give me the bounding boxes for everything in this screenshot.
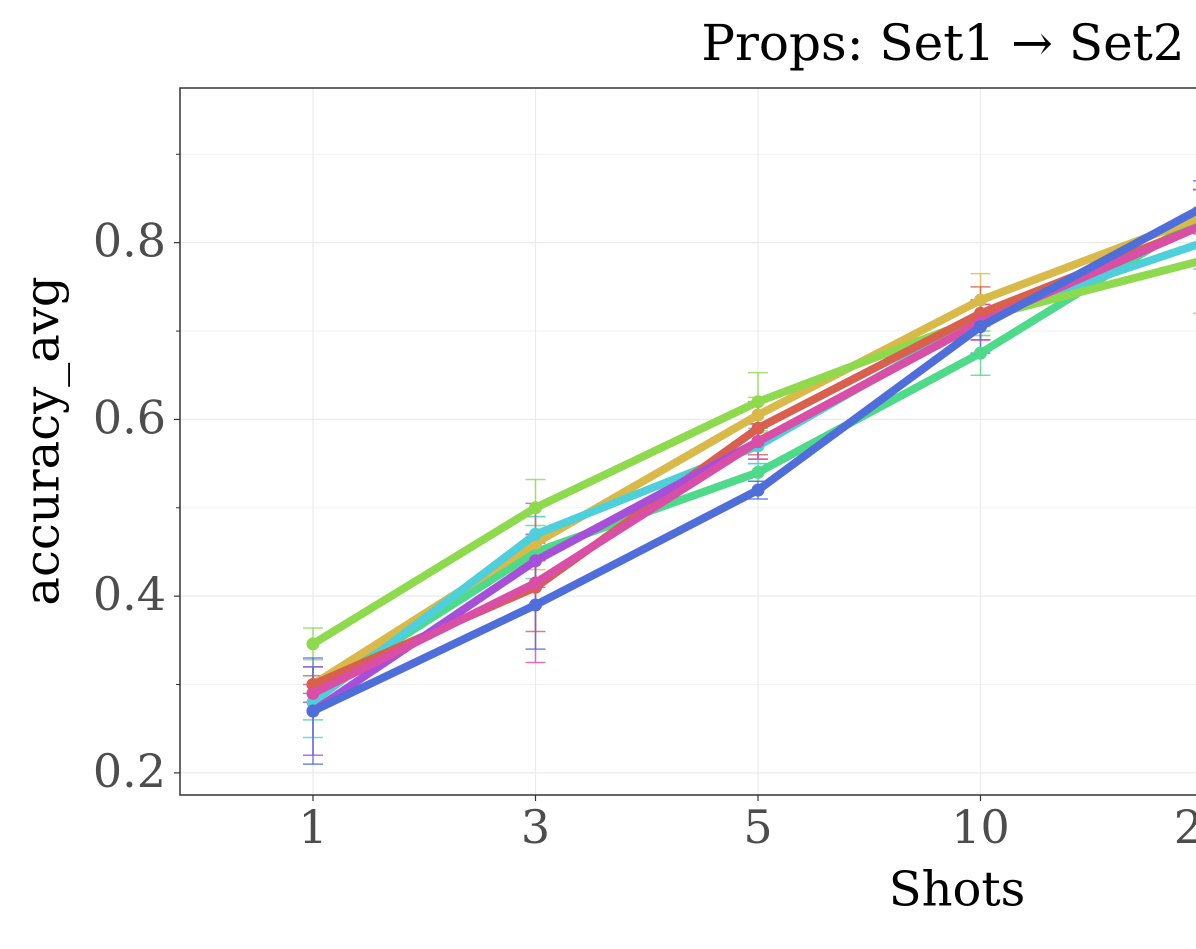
x-axis-title: Shots bbox=[889, 862, 1026, 918]
y-tick-label: 0.6 bbox=[93, 390, 166, 444]
x-tick-label: 3 bbox=[521, 800, 550, 854]
data-point bbox=[306, 686, 320, 700]
chart-title: Props: Set1 → Set2 bbox=[701, 14, 1184, 72]
data-point bbox=[306, 704, 320, 718]
y-tick-label: 0.2 bbox=[93, 744, 166, 798]
x-tick-label: 1 bbox=[298, 800, 327, 854]
x-tick-label: 5 bbox=[743, 800, 772, 854]
data-point bbox=[529, 576, 542, 590]
data-point bbox=[974, 293, 987, 307]
data-point bbox=[751, 421, 765, 435]
data-point bbox=[974, 320, 987, 334]
data-point bbox=[306, 637, 320, 651]
x-tick-label: 10 bbox=[951, 800, 1010, 854]
data-point bbox=[751, 395, 765, 409]
data-point bbox=[974, 346, 987, 360]
data-point bbox=[529, 527, 542, 541]
x-tick-label: 20 bbox=[1174, 800, 1196, 854]
data-point bbox=[751, 408, 765, 422]
plot-border bbox=[179, 87, 1196, 796]
data-point bbox=[751, 465, 765, 479]
data-point bbox=[751, 483, 765, 497]
y-tick-label: 0.4 bbox=[93, 567, 166, 621]
y-axis-title: accuracy_avg bbox=[15, 276, 71, 605]
data-point bbox=[751, 435, 765, 448]
data-point bbox=[529, 598, 542, 612]
data-point bbox=[529, 501, 542, 515]
y-tick-label: 0.8 bbox=[93, 214, 166, 268]
data-point bbox=[529, 554, 542, 568]
